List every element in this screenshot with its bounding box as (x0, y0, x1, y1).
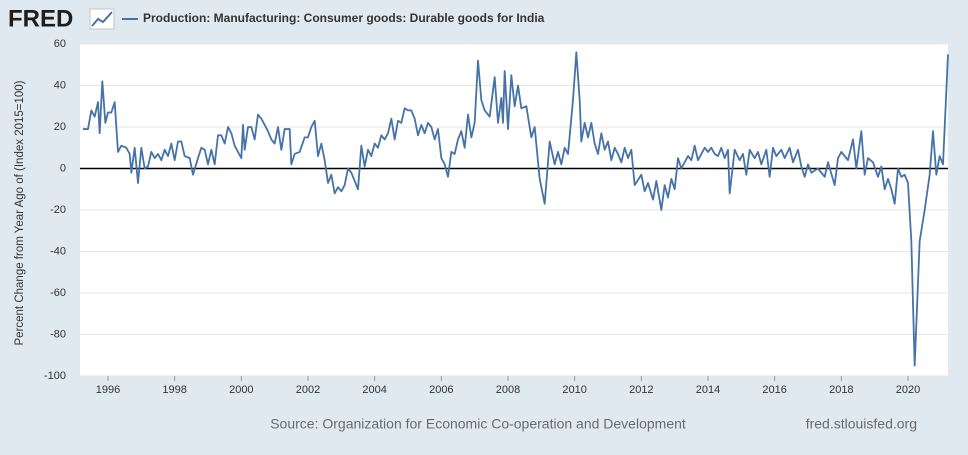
y-tick-label: 20 (54, 121, 66, 133)
x-tick-label: 1998 (162, 384, 186, 396)
x-tick-label: 2020 (896, 384, 920, 396)
x-tick-label: 2004 (362, 384, 386, 396)
y-tick-label: 40 (54, 79, 66, 91)
logo-icon (89, 8, 115, 30)
legend-label: Production: Manufacturing: Consumer good… (143, 11, 545, 25)
x-tick-label: 2000 (229, 384, 253, 396)
x-tick-label: 2018 (829, 384, 853, 396)
x-tick-label: 2006 (429, 384, 453, 396)
logo: FRED (8, 5, 73, 32)
x-tick-label: 1996 (96, 384, 120, 396)
data-line (83, 51, 949, 367)
y-axis-label: Percent Change from Year Ago of (Index 2… (14, 80, 26, 345)
x-tick-label: 2014 (696, 384, 720, 396)
x-tick-label: 2016 (762, 384, 786, 396)
y-tick-label: -60 (50, 287, 66, 299)
y-tick-label: -80 (50, 328, 66, 340)
y-tick-label: 0 (60, 162, 66, 174)
y-tick-label: -40 (50, 245, 66, 257)
site: fred.stlouisfed.org (806, 416, 917, 432)
y-tick-label: 60 (54, 38, 66, 50)
x-tick-label: 2012 (629, 384, 653, 396)
x-tick-label: 2002 (296, 384, 320, 396)
y-tick-label: -100 (44, 370, 66, 382)
x-tick-label: 2010 (562, 384, 586, 396)
source: Source: Organization for Economic Co-ope… (270, 416, 686, 432)
y-tick-label: -20 (50, 204, 66, 216)
x-tick-label: 2008 (496, 384, 520, 396)
